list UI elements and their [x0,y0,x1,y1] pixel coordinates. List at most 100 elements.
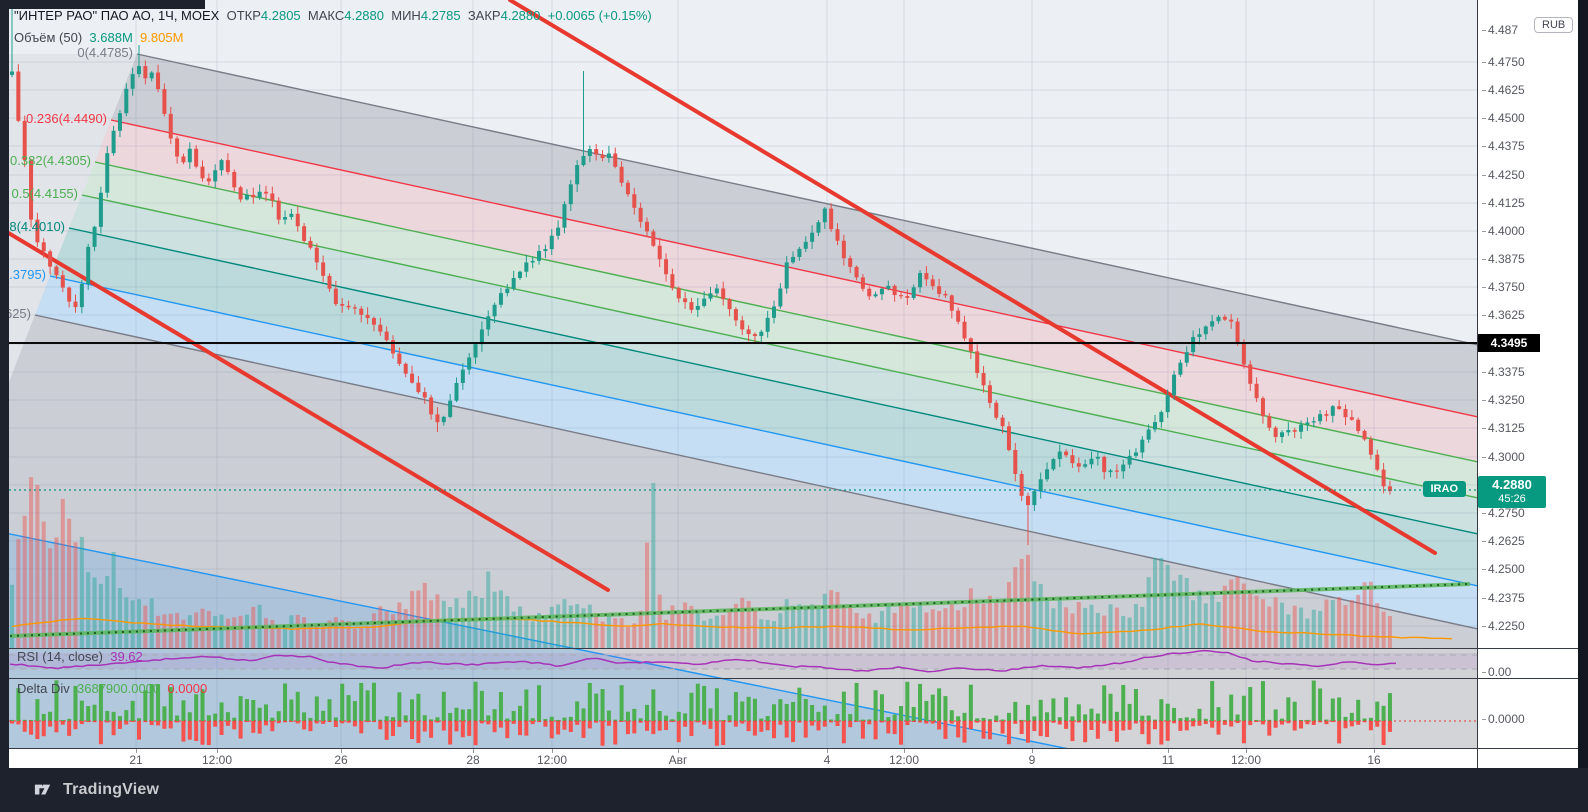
right-edge-strip [1578,0,1588,812]
open-label: ОТКР [226,8,261,23]
fib-label-1[interactable]: 1(4.3625) [9,306,31,321]
delta-div-histogram [10,680,1392,746]
time-tick-mark [341,749,342,753]
time-tick-mark [1246,749,1247,753]
time-tick-mark [827,749,828,753]
price-tick: 4.3375 [1482,365,1525,379]
hline-price-label: 4.3495 [1478,334,1540,352]
fib-label-0.5[interactable]: 0.5(4.4155) [11,186,79,201]
last-price-value: 4.2880 [1492,477,1532,492]
last-price-label: 4.2880 45:26 [1478,476,1546,508]
symbol-title: "ИНТЕР РАО" ПАО АО, 1Ч, MOEX [14,8,220,23]
time-tick-label: 16 [1367,753,1381,767]
time-tick-mark [904,749,905,753]
close-label: ЗАКР [467,8,501,23]
time-tick-label: 26 [334,753,348,767]
time-tick-mark [1032,749,1033,753]
open-value: 4.2805 [260,8,301,23]
price-tick: 4.2750 [1482,506,1525,520]
volume-ma-value: 9.805M [140,30,184,45]
rsi-band [9,653,1478,669]
red-trendline [9,231,610,592]
fib-label-0[interactable]: 0(4.4785) [77,45,133,60]
time-tick-mark [1168,749,1169,753]
pane-separator-rsi[interactable] [0,648,1578,649]
time-tick-mark [678,749,679,753]
low-label: МИН [391,8,421,23]
currency-button[interactable]: RUB [1534,17,1574,33]
delta-div-label: Delta Div [17,681,70,696]
price-axis-separator[interactable] [1477,0,1478,768]
price-tick: 4.3250 [1482,393,1525,407]
price-tick: 4.4750 [1482,55,1525,69]
delta-div-value-1: 3687900.0000 [77,681,161,696]
price-tick: 4.3750 [1482,280,1525,294]
pane-separator-delta[interactable] [0,678,1578,679]
rsi-legend[interactable]: RSI (14, close) 39.62 [17,649,143,664]
time-tick-mark [473,749,474,753]
footer-bar: TradingView [0,768,1588,812]
rsi-label: RSI (14, close) [17,649,103,664]
volume-label: Объём (50) [14,30,83,45]
time-tick-label: 12:00 [888,753,920,767]
time-tick-mark [217,749,218,753]
price-tick: 4.2250 [1482,619,1525,633]
change-value: +0.0065 (+0.15%) [547,8,652,23]
price-tick: 4.487 [1481,23,1519,37]
rsi-axis-zero: 0.00 [1481,665,1512,679]
time-tick-label: 28 [466,753,480,767]
volume-legend[interactable]: Объём (50) 3.688M 9.805M [14,30,183,45]
delta-div-legend[interactable]: Delta Div 3687900.0000 0.0000 [17,681,207,696]
time-axis[interactable]: 21 12:00 26 28 12:00 Авг 4 12:00 9 11 12:00 16 [0,748,1578,769]
fib-label-0.236[interactable]: 0.236(4.4490) [26,111,107,126]
gridlines [9,0,1478,748]
time-tick-mark [1374,749,1375,753]
price-tick: 4.3625 [1482,308,1525,322]
bar-countdown: 45:26 [1498,492,1526,505]
price-tick: 4.4625 [1482,83,1525,97]
delta-axis-zero: 0.0000 [1482,712,1525,726]
price-tick: 4.4500 [1482,111,1525,125]
rsi-line [9,649,1397,673]
symbol-price-badge[interactable]: IRAO [1422,481,1466,497]
fib-label-0.382[interactable]: 0.382(4.4305) [10,153,91,168]
tradingview-brand[interactable]: TradingView [63,781,160,798]
time-tick-label: 21 [129,753,143,767]
time-tick-label: Авг [668,753,688,767]
price-tick: 4.4250 [1482,168,1525,182]
price-tick: 4.3875 [1482,252,1525,266]
top-left-strip [0,0,205,9]
time-tick-label: 11 [1161,753,1175,767]
time-tick-mark [552,749,553,753]
time-tick-mark [136,749,137,753]
chart-canvas [9,0,1478,748]
price-tick: 4.3000 [1482,450,1525,464]
price-tick: 4.3125 [1482,421,1525,435]
price-tick: 4.4000 [1482,224,1525,238]
time-tick-label: 9 [1028,753,1036,767]
high-value: 4.2880 [344,8,384,23]
high-label: МАКС [307,8,345,23]
rsi-value: 39.62 [110,649,143,664]
time-tick-label: 4 [823,753,831,767]
time-tick-label: 12:00 [201,753,233,767]
fib-label-0.786[interactable]: 0.786(4.3795) [9,267,46,282]
delta-div-value-2: 0.0000 [167,681,208,696]
red-trendline [508,0,1437,555]
left-toolbar-strip [0,0,9,768]
close-value: 4.2880 [500,8,541,23]
chart-plot-area[interactable]: "ИНТЕР РАО" ПАО АО, 1Ч, MOEX ОТКР4.2805 … [9,0,1478,748]
candles [10,6,1392,545]
price-tick: 4.4375 [1482,139,1525,153]
volume-value: 3.688M [89,30,133,45]
fib-label-0.618[interactable]: 0.618(4.4010) [9,219,65,234]
time-tick-label: 12:00 [1230,753,1262,767]
tradingview-logo-icon[interactable] [34,781,53,800]
low-value: 4.2785 [420,8,461,23]
price-tick: 4.2500 [1482,562,1525,576]
price-tick: 4.2625 [1482,534,1525,548]
time-tick-label: 12:00 [536,753,568,767]
symbol-legend[interactable]: "ИНТЕР РАО" ПАО АО, 1Ч, MOEX ОТКР4.2805 … [14,8,652,23]
price-axis[interactable]: 4.487 4.4750 4.4625 4.4500 4.4375 4.4250 4.412… [1478,0,1578,748]
